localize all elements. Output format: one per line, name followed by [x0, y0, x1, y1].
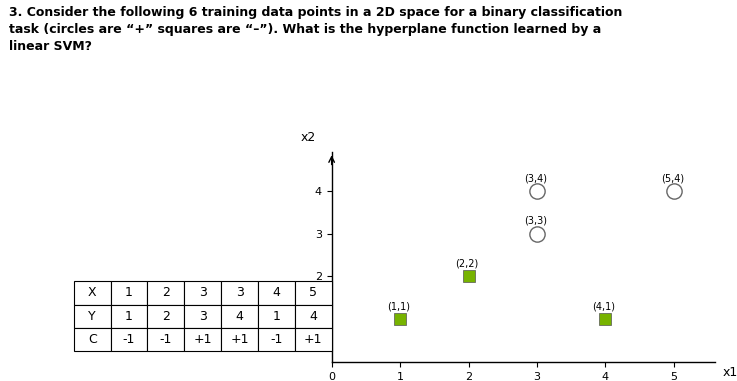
Text: (4,1): (4,1) — [593, 301, 615, 312]
Text: (2,2): (2,2) — [455, 259, 479, 269]
Text: (3,3): (3,3) — [524, 216, 547, 226]
Text: 3. Consider the following 6 training data points in a 2D space for a binary clas: 3. Consider the following 6 training dat… — [9, 6, 622, 53]
Text: (1,1): (1,1) — [387, 301, 411, 312]
Text: (3,4): (3,4) — [524, 173, 547, 183]
Text: x2: x2 — [301, 131, 316, 144]
X-axis label: x1: x1 — [722, 366, 737, 379]
Text: (5,4): (5,4) — [661, 173, 684, 183]
